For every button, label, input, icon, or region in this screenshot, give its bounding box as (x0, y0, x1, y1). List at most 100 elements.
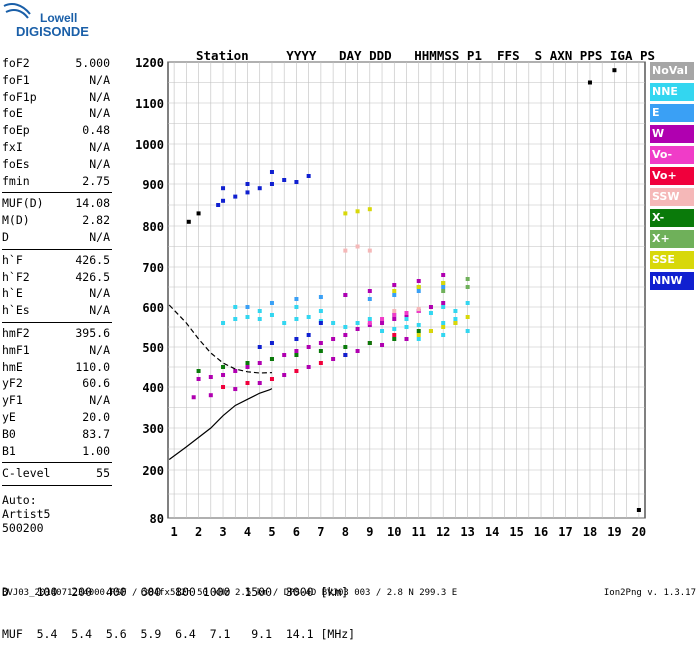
echo-point (392, 313, 397, 317)
chart-marks (186, 68, 641, 512)
echo-point (453, 309, 458, 313)
parameter-row: foEs N/A (2, 157, 110, 171)
x-tick-label: 1 (170, 525, 177, 539)
echo-point (269, 301, 274, 305)
parameter-separator (2, 462, 112, 464)
echo-point (245, 182, 250, 186)
y-tick-label: 400 (142, 381, 164, 395)
echo-point (257, 381, 262, 385)
echo-series (196, 329, 421, 373)
logo-swoosh (3, 3, 31, 19)
legend-item-x-: X- (650, 209, 694, 227)
echo-point (257, 345, 262, 349)
header-labels-row: Station YYYY DAY DDD HHMMSS P1 FFS S AXN… (196, 48, 656, 63)
file-info-footer: BVJ03_2014071234000.RSF / 384fx512h 50 k… (2, 588, 458, 598)
parameter-name: hmF2 (2, 326, 30, 340)
parameter-value: N/A (89, 342, 110, 357)
echo-point (318, 349, 323, 353)
parameter-name: h`F (2, 252, 23, 267)
echo-point (367, 248, 372, 253)
parameter-row: B1 1.00 (2, 444, 110, 458)
echo-point (318, 321, 323, 325)
parameter-row: hmF2 395.6 (2, 326, 110, 340)
echo-point (587, 80, 592, 85)
echo-point (392, 337, 397, 341)
echo-point (404, 337, 409, 341)
echo-point (216, 203, 221, 207)
echo-point (367, 297, 372, 301)
parameter-row: hmE 110.0 (2, 360, 110, 374)
echo-point (428, 329, 433, 333)
parameter-name: h`Es (2, 303, 30, 318)
parameter-row: h`E N/A (2, 286, 110, 300)
echo-series (343, 244, 421, 313)
legend-item-ssw: SSW (650, 188, 694, 206)
parameter-value: 2.82 (82, 213, 110, 228)
echo-point (294, 305, 299, 309)
echo-series (186, 68, 641, 512)
echo-point (269, 377, 274, 381)
parameter-value: 395.6 (75, 326, 110, 340)
parameter-value: N/A (89, 156, 110, 171)
x-tick-label: 6 (293, 525, 300, 539)
echo-point (355, 209, 360, 214)
echo-point (233, 317, 238, 321)
parameter-name: foE (2, 106, 23, 121)
echo-point (343, 353, 348, 357)
echo-point (245, 381, 250, 385)
parameter-name: M(D) (2, 213, 30, 228)
echo-point (453, 321, 458, 325)
echo-point (257, 309, 262, 313)
echo-point (233, 305, 238, 309)
x-tick-label: 18 (583, 525, 597, 539)
echo-point (331, 357, 336, 361)
echo-point (257, 361, 262, 365)
echo-point (380, 329, 385, 333)
echo-point (416, 289, 421, 293)
parameter-name: hmF1 (2, 342, 30, 357)
echo-point (221, 365, 226, 369)
echo-point (404, 317, 409, 321)
x-tick-label: 11 (412, 525, 426, 539)
echo-point (380, 321, 385, 325)
echo-point (294, 353, 299, 357)
parameter-row: foF1 N/A (2, 73, 110, 87)
echo-point (233, 194, 238, 199)
y-tick-label: 500 (142, 341, 164, 355)
parameter-name: foF1p (2, 89, 37, 104)
parameter-value: N/A (89, 106, 110, 121)
parameter-name: C-level (2, 466, 51, 481)
echo-point (392, 289, 397, 293)
echo-point (191, 395, 196, 400)
echo-point (306, 365, 311, 369)
legend-item-sse: SSE (650, 251, 694, 269)
echo-point (233, 369, 238, 373)
echo-point (186, 219, 191, 224)
parameter-row: D N/A (2, 230, 110, 244)
parameter-value: 2.75 (82, 173, 110, 188)
auto-artist: Artist5 (2, 507, 51, 522)
echo-point (269, 182, 274, 186)
echo-point (343, 345, 348, 349)
x-tick-label: 13 (460, 525, 474, 539)
echo-point (282, 321, 287, 325)
echo-point (441, 273, 446, 277)
parameter-value: N/A (89, 286, 110, 301)
y-tick-label: 700 (142, 261, 164, 275)
profile-curve-dashed (168, 304, 272, 374)
echo-point (404, 325, 409, 329)
echo-point (465, 315, 470, 319)
echo-point (269, 341, 274, 345)
legend-item-e: E (650, 104, 694, 122)
y-tick-label: 80 (150, 512, 164, 526)
x-tick-label: 3 (219, 525, 226, 539)
parameter-value: 1.00 (82, 443, 110, 458)
echo-point (367, 341, 372, 345)
echo-point (392, 309, 397, 313)
parameter-value: 5.000 (75, 56, 110, 70)
echo-point (318, 341, 323, 345)
echo-point (343, 293, 348, 297)
y-tick-label: 1100 (135, 97, 164, 111)
echo-point (441, 285, 446, 289)
x-tick-label: 19 (607, 525, 621, 539)
